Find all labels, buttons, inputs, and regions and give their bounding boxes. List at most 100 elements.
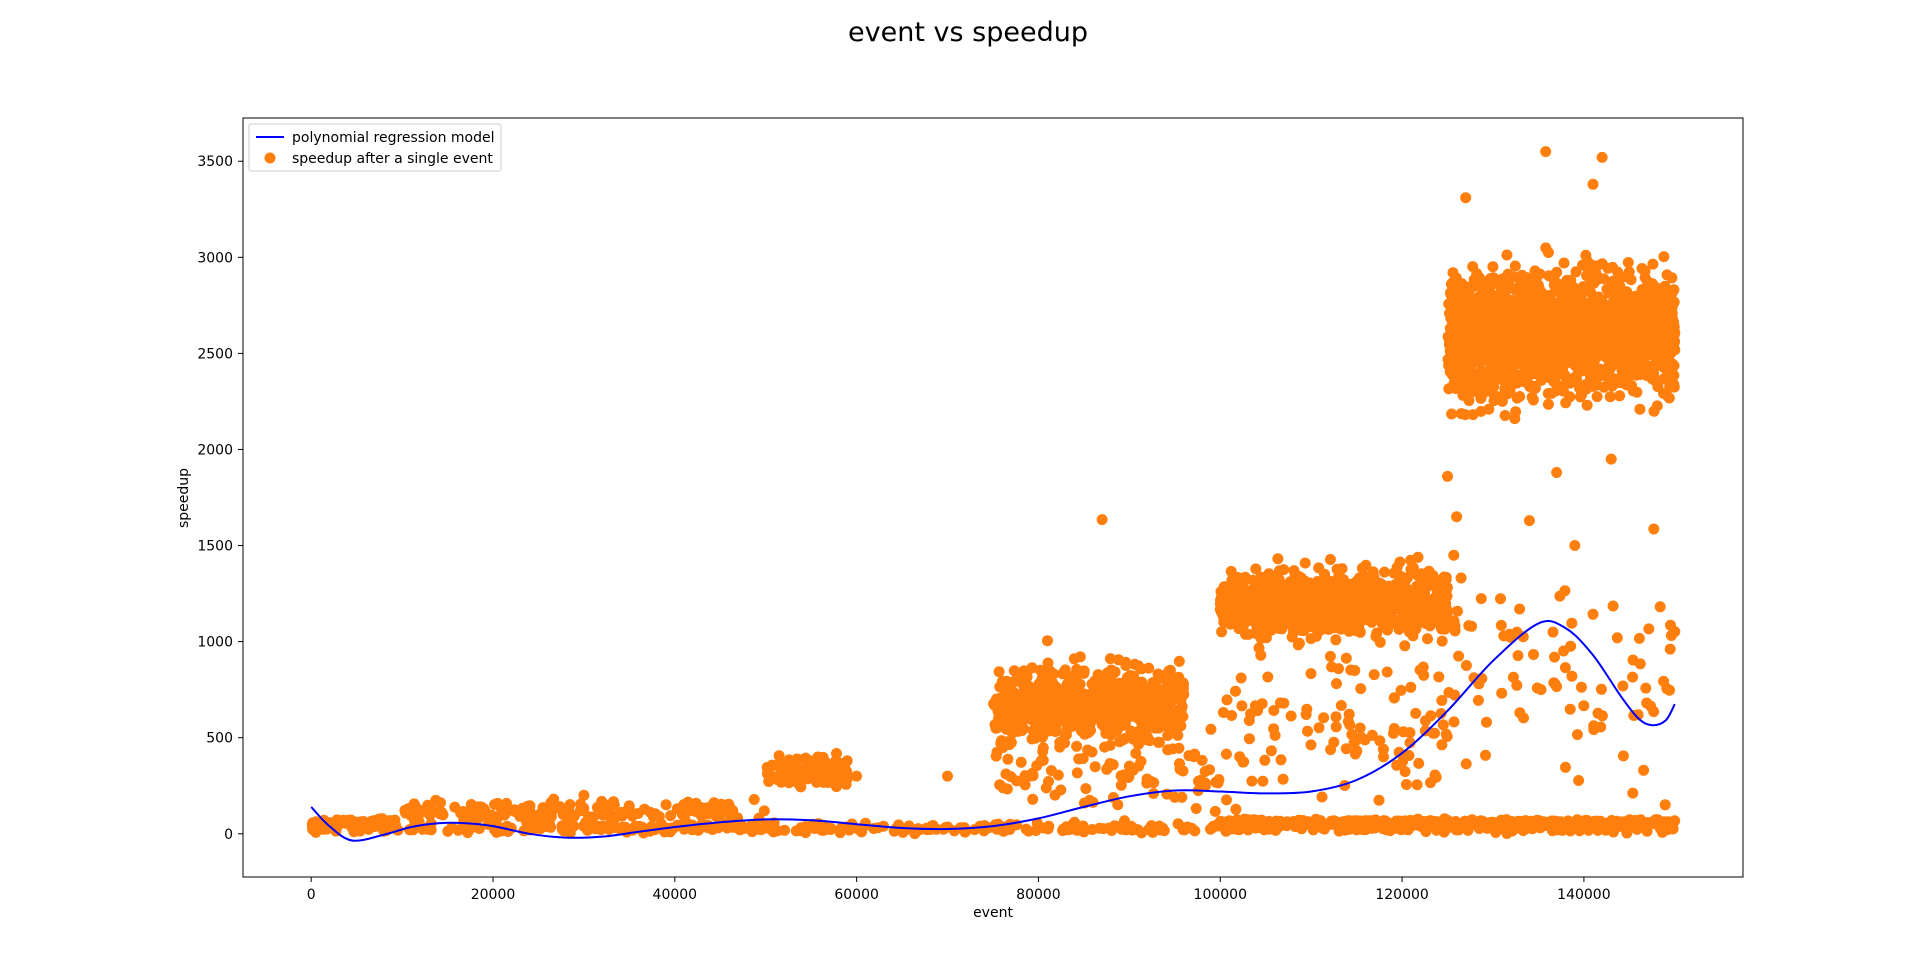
scatter-point <box>1551 467 1563 478</box>
scatter-point <box>1096 514 1108 526</box>
scatter-point <box>1388 723 1400 734</box>
scatter-point <box>1027 793 1039 805</box>
scatter-point <box>1504 381 1516 393</box>
scatter-point <box>1242 628 1254 640</box>
scatter-point <box>1071 670 1083 682</box>
scatter-point <box>1666 329 1678 341</box>
scatter-point <box>1508 319 1520 331</box>
scatter-point <box>1167 743 1179 755</box>
scatter-point <box>1335 700 1347 711</box>
y-tick-label: 3500 <box>197 154 233 170</box>
scatter-point <box>1290 618 1302 630</box>
scatter-point <box>1335 574 1347 586</box>
x-tick-label: 0 <box>307 887 316 903</box>
scatter-point <box>1397 756 1409 767</box>
scatter-point <box>1636 263 1648 274</box>
scatter-point <box>1101 725 1113 737</box>
scatter-point <box>834 827 846 839</box>
scatter-point <box>1011 716 1023 728</box>
scatter-point <box>1496 374 1507 385</box>
scatter-point <box>1457 366 1469 378</box>
scatter-point <box>1633 632 1645 644</box>
scatter-point <box>1587 178 1599 190</box>
scatter-point <box>1519 817 1531 829</box>
scatter-point <box>1641 275 1653 287</box>
scatter-point <box>1330 711 1342 723</box>
scatter-point <box>1529 345 1541 357</box>
scatter-point <box>1634 293 1646 305</box>
scatter-point <box>1033 678 1045 689</box>
scatter-point <box>1443 298 1455 310</box>
scatter-point <box>1331 678 1342 690</box>
scatter-point <box>1128 696 1140 708</box>
scatter-point <box>1172 713 1184 725</box>
scatter-point <box>1628 710 1640 721</box>
x-axis-ticks: 0 20000 40000 60000 80000 100000 120000 140000 <box>307 877 1611 903</box>
scatter-point <box>1019 779 1031 791</box>
scatter-point <box>1459 288 1471 300</box>
scatter-point <box>1313 562 1325 574</box>
scatter-point <box>1528 353 1540 365</box>
legend-label-speedup: speedup after a single event <box>292 151 493 167</box>
scatter-point <box>1351 745 1363 757</box>
scatter-point <box>1330 721 1342 733</box>
scatter-point <box>1564 391 1576 403</box>
scatter-point <box>1038 822 1050 834</box>
scatter-point <box>1451 605 1463 617</box>
plot-area <box>306 146 1681 842</box>
scatter-point <box>1659 280 1671 292</box>
scatter-point <box>1102 762 1114 773</box>
scatter-point <box>1542 247 1554 258</box>
scatter-point <box>1196 754 1208 766</box>
scatter-point <box>1199 777 1211 789</box>
scatter-point <box>1146 703 1158 715</box>
scatter-point <box>1313 722 1325 734</box>
scatter-point <box>1446 365 1458 377</box>
scatter-point <box>1162 730 1174 741</box>
scatter-point <box>1089 675 1101 687</box>
scatter-point <box>942 770 953 782</box>
scatter-point <box>1422 633 1433 645</box>
scatter-point <box>1057 823 1069 835</box>
scatter-point <box>1465 366 1477 378</box>
scatter-point <box>818 824 830 836</box>
scatter-point <box>1399 766 1411 778</box>
scatter-point <box>1453 650 1465 662</box>
scatter-point <box>1596 151 1608 163</box>
scatter-point <box>1345 664 1357 676</box>
scatter-point <box>1373 794 1385 806</box>
scatter-point <box>1425 604 1437 616</box>
scatter-point <box>1558 257 1570 269</box>
scatter-point <box>1617 750 1629 762</box>
scatter-point <box>1338 622 1350 634</box>
scatter-point <box>1027 725 1039 736</box>
scatter-point <box>851 770 863 782</box>
scatter-point <box>1329 605 1341 617</box>
scatter-point <box>1621 301 1633 313</box>
scatter-point <box>486 809 498 821</box>
scatter-point <box>1354 581 1366 593</box>
scatter-point <box>1265 745 1277 757</box>
scatter-point <box>568 810 580 822</box>
scatter-point <box>1566 617 1578 629</box>
scatter-point <box>1658 251 1670 263</box>
scatter-point <box>1547 626 1559 638</box>
scatter-point <box>1490 827 1502 838</box>
scatter-point <box>1622 257 1634 268</box>
scatter-point <box>1413 757 1425 769</box>
scatter-point <box>1668 316 1679 328</box>
scatter-point <box>1436 695 1448 706</box>
scatter-point <box>378 815 390 827</box>
scatter-point <box>800 821 811 833</box>
scatter-point <box>1037 746 1049 757</box>
scatter-point <box>1068 653 1080 665</box>
scatter-point <box>1648 322 1660 334</box>
scatter-point <box>1631 317 1643 329</box>
scatter-point <box>1309 587 1321 599</box>
scatter-point <box>477 803 488 814</box>
scatter-point <box>1637 351 1649 363</box>
scatter-point <box>1543 270 1555 282</box>
scatter-point <box>1533 328 1545 340</box>
scatter-point <box>1595 683 1607 695</box>
scatter-point <box>1324 650 1336 662</box>
